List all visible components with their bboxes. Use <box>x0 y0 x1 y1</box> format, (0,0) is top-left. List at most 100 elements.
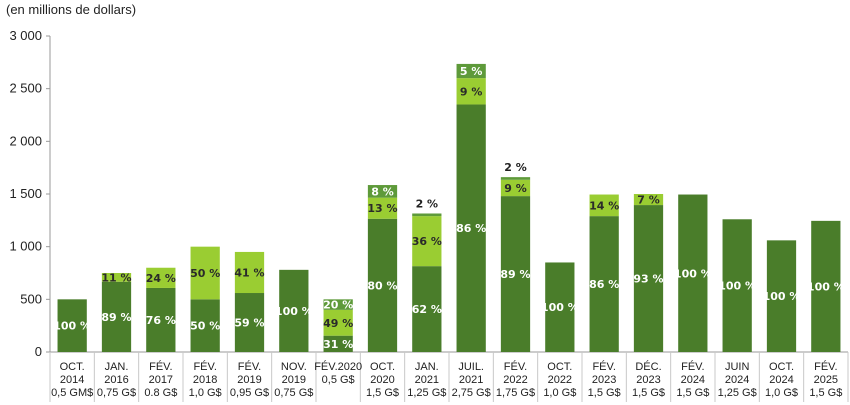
bar-segment <box>146 267 176 288</box>
bar-segment <box>500 179 531 197</box>
bar-data-label: 62 % <box>412 303 442 316</box>
y-tick-label: 3 000 <box>9 28 42 43</box>
x-category-label: 1,5 G$ <box>588 387 621 399</box>
bar-data-label: 50 % <box>190 267 220 280</box>
bar-segment <box>456 63 486 79</box>
bar-segment <box>589 216 619 352</box>
bar-data-label: 89 % <box>101 311 131 324</box>
bar-data-label: 59 % <box>234 317 264 330</box>
x-category-label: FÉV. <box>592 360 615 373</box>
bar-data-label: 9 % <box>460 85 483 98</box>
x-category-label: 2025 <box>814 374 838 386</box>
y-tick-label: 2 000 <box>9 133 42 148</box>
x-category-label: 1,25 G$ <box>407 387 446 399</box>
x-category-label: FÉV. <box>193 360 216 373</box>
x-category-label: 2024 <box>769 374 793 386</box>
bar-data-label: 80 % <box>367 279 397 292</box>
x-category-label: JUIN <box>725 361 750 373</box>
bar-segment <box>545 262 575 352</box>
bar-data-label: 100 % <box>763 290 801 303</box>
bar-segment <box>190 299 220 352</box>
bar-data-label: 93 % <box>633 273 663 286</box>
bar-data-label: 100 % <box>718 280 756 293</box>
x-category-label: 2017 <box>149 374 173 386</box>
bar-segment <box>234 293 265 352</box>
x-category-label: OCT. <box>769 361 794 373</box>
x-category-label: 2022 <box>503 374 527 386</box>
x-category-label: 2019 <box>282 374 306 386</box>
x-category-label: 2019 <box>237 374 261 386</box>
bar-data-label: 8 % <box>371 185 394 198</box>
x-category-label: FÉV. <box>814 360 837 373</box>
bar-segment <box>279 269 309 352</box>
x-category-label: FÉV.2020 <box>314 360 362 373</box>
bar-segment <box>766 240 797 352</box>
bar-data-label: 100 % <box>53 320 91 333</box>
bar-segment <box>500 196 531 352</box>
bar-data-label: 86 % <box>589 278 619 291</box>
bar-segment <box>57 299 87 352</box>
bar-data-label: 100 % <box>674 267 712 280</box>
bar-segment <box>412 266 442 352</box>
bar-segment <box>811 220 841 352</box>
bar-segment <box>589 194 619 217</box>
x-category-label: JAN. <box>105 361 129 373</box>
x-category-label: OCT. <box>370 361 395 373</box>
bar-segment <box>367 185 398 198</box>
bar-segment <box>500 177 531 180</box>
bar-data-label: 2 % <box>416 197 439 210</box>
bar-data-label: 100 % <box>807 280 845 293</box>
bar-data-label: 100 % <box>541 301 579 314</box>
bar-segment <box>323 309 353 336</box>
bar-data-label: 13 % <box>367 202 397 215</box>
bar-data-label: 11 % <box>101 271 131 284</box>
x-category-label: 0,95 G$ <box>230 387 269 399</box>
x-category-label: FÉV. <box>504 360 527 373</box>
x-category-label: JAN. <box>415 361 439 373</box>
bar-data-label: 5 % <box>460 65 483 78</box>
bar-segment <box>722 219 752 352</box>
y-tick-label: 2 500 <box>9 81 42 96</box>
y-tick-label: 0 <box>35 344 42 359</box>
x-category-label: 2024 <box>725 374 749 386</box>
bar-segment <box>190 246 220 300</box>
bar-data-label: 86 % <box>456 222 486 235</box>
x-category-label: NOV. <box>281 361 307 373</box>
x-category-label: 0,5 GM$ <box>51 387 93 399</box>
x-category-label: 1,0 G$ <box>543 387 576 399</box>
bar-data-label: 76 % <box>146 314 176 327</box>
bar-segment <box>633 205 664 352</box>
x-category-label: 2023 <box>592 374 616 386</box>
x-category-label: 2024 <box>681 374 705 386</box>
x-category-label: 2022 <box>548 374 572 386</box>
bar-data-label: 2 % <box>504 161 527 174</box>
bar-segment <box>456 78 486 105</box>
bar-segment <box>412 216 442 267</box>
x-category-label: FÉV. <box>681 360 704 373</box>
bar-data-label: 41 % <box>234 266 264 279</box>
bar-data-label: 7 % <box>637 194 660 207</box>
x-category-label: 2023 <box>636 374 660 386</box>
bar-segment <box>633 194 664 206</box>
bar-segment <box>101 273 132 282</box>
x-category-label: 1,25 G$ <box>718 387 757 399</box>
x-category-label: 2020 <box>370 374 394 386</box>
x-category-label: 2021 <box>415 374 439 386</box>
x-category-label: 1,0 G$ <box>189 387 222 399</box>
x-category-label: 2,75 G$ <box>452 387 491 399</box>
bar-data-label: 24 % <box>146 272 176 285</box>
bar-data-label: 36 % <box>412 235 442 248</box>
bar-data-label: 9 % <box>504 182 527 195</box>
bar-segment <box>101 281 132 352</box>
y-tick-label: 500 <box>20 291 42 306</box>
bar-data-label: 49 % <box>323 317 353 330</box>
x-category-label: 0,75 G$ <box>274 387 313 399</box>
bar-data-label: 50 % <box>190 320 220 333</box>
unit-label: (en millions de dollars) <box>6 2 137 17</box>
x-category-label: 2021 <box>459 374 483 386</box>
bar-segment <box>456 104 486 352</box>
bar-segment <box>367 197 398 219</box>
x-category-label: 1,0 G$ <box>765 387 798 399</box>
